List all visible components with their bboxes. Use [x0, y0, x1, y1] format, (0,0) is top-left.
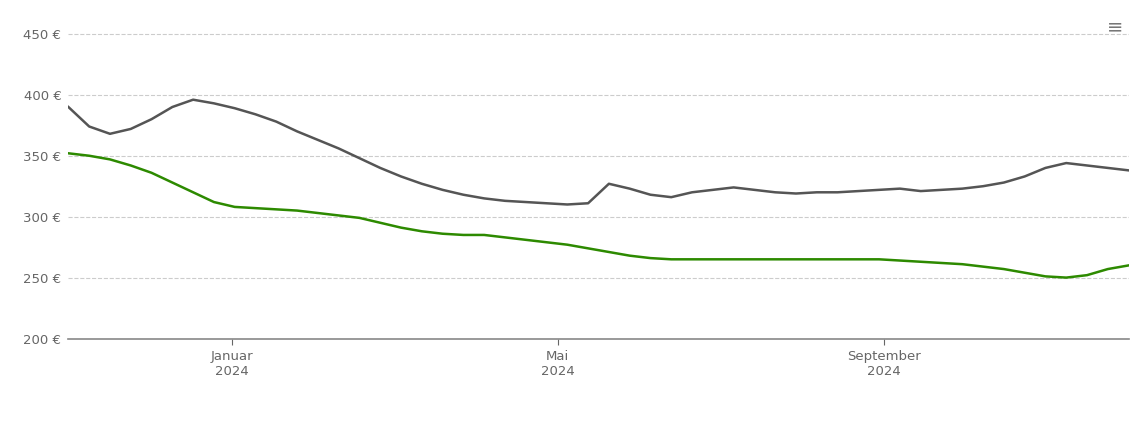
Text: ≡: ≡	[1107, 17, 1123, 36]
